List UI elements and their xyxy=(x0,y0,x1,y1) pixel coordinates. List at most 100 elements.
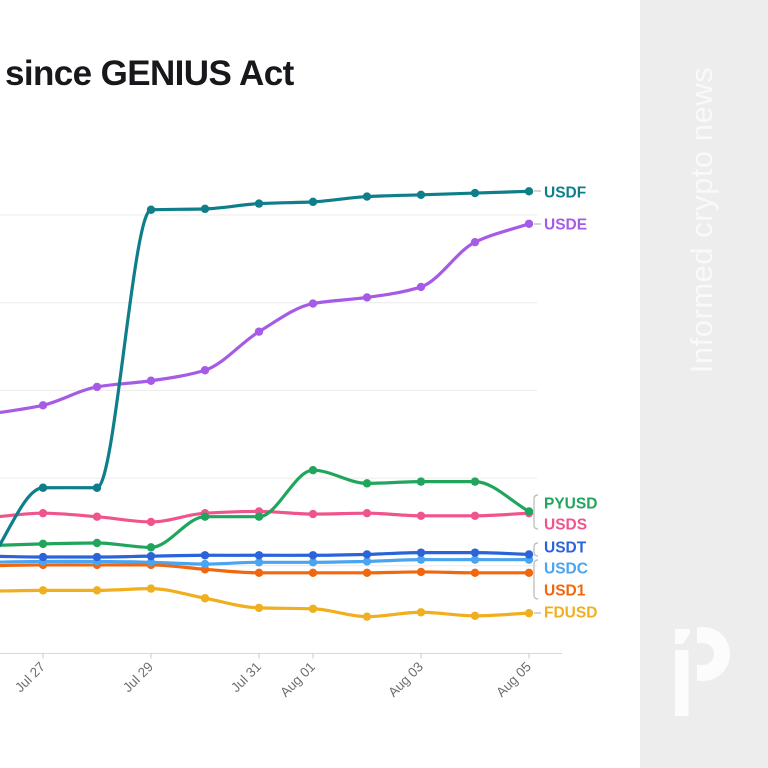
series-point-usde xyxy=(416,282,426,292)
series-line-pyusd xyxy=(0,468,531,549)
series-point-usde xyxy=(254,327,264,336)
series-point-usdc xyxy=(38,557,48,566)
series-edge-label-usde: USDE xyxy=(544,217,587,234)
series-point-usdc xyxy=(362,557,372,566)
label-bracket xyxy=(533,559,539,600)
label-bracket xyxy=(533,494,539,530)
series-point-usdc xyxy=(308,558,318,567)
series-point-usdc xyxy=(524,555,534,564)
series-edge-label-usdt: USDT xyxy=(544,540,587,557)
series-point-usds xyxy=(416,511,426,521)
x-tick-label: Jul 31 xyxy=(228,659,264,695)
series-point-usds xyxy=(254,507,264,516)
series-point-fdusd xyxy=(146,584,156,593)
page-title: since GENIUS Act xyxy=(5,54,294,93)
series-point-usde xyxy=(200,366,210,375)
series-point-usde xyxy=(38,401,48,410)
series-point-usd1 xyxy=(254,568,264,578)
series-line-usdc xyxy=(0,558,531,566)
series-point-usds xyxy=(38,508,48,518)
series-point-usdc xyxy=(470,555,480,564)
series-edge-label-usds: USDS xyxy=(544,517,587,534)
series-point-fdusd xyxy=(308,604,318,613)
series-point-usds xyxy=(146,517,156,527)
series-point-usdc xyxy=(416,555,426,564)
series-point-fdusd xyxy=(416,608,426,617)
series-point-usd1 xyxy=(524,568,534,578)
series-point-usde xyxy=(362,293,372,302)
series-line-usd1 xyxy=(0,563,531,575)
series-point-usdt xyxy=(38,552,48,562)
series-point-usds xyxy=(470,511,480,521)
series-point-pyusd xyxy=(524,507,534,516)
series-point-fdusd xyxy=(38,586,48,595)
series-point-usdf xyxy=(470,188,480,198)
series-point-pyusd xyxy=(362,479,372,488)
series-line-fdusd xyxy=(0,587,531,619)
series-point-usde xyxy=(470,237,480,247)
series-point-usde xyxy=(92,382,102,392)
series-point-usdf xyxy=(200,204,210,214)
x-tick-label: Jul 29 xyxy=(120,659,156,695)
series-point-usdt xyxy=(254,551,264,560)
series-point-pyusd xyxy=(308,466,318,475)
series-edge-label-usdf: USDF xyxy=(544,185,586,202)
series-line-usde xyxy=(0,222,531,415)
series-point-usdc xyxy=(92,557,102,566)
series-point-usdf xyxy=(308,197,318,207)
series-point-usd1 xyxy=(146,560,156,570)
series-point-usdf xyxy=(362,192,372,201)
series-point-usdt xyxy=(524,550,534,559)
series-point-pyusd xyxy=(92,538,102,548)
series-point-usd1 xyxy=(362,568,372,578)
series-point-usdf xyxy=(524,187,534,196)
series-edge-label-fdusd: FDUSD xyxy=(544,605,597,622)
label-bracket xyxy=(533,542,539,557)
series-point-fdusd xyxy=(362,612,372,621)
series-line-usds xyxy=(0,509,531,524)
series-point-fdusd xyxy=(200,594,210,603)
series-point-usdf xyxy=(92,483,102,492)
x-tick-label: Jul 27 xyxy=(12,659,48,695)
series-point-usdt xyxy=(146,551,156,561)
series-point-pyusd xyxy=(254,512,264,521)
series-point-usdf xyxy=(254,199,264,208)
series-point-usd1 xyxy=(416,567,426,577)
series-point-usdt xyxy=(470,548,480,557)
series-point-fdusd xyxy=(254,603,264,613)
series-point-usds xyxy=(524,508,534,518)
series-point-pyusd xyxy=(38,539,48,549)
series-point-usdc xyxy=(254,558,264,567)
series-point-usdt xyxy=(362,550,372,559)
series-point-usdt xyxy=(308,551,318,560)
series-point-usds xyxy=(92,512,102,521)
series-point-pyusd xyxy=(146,543,156,552)
series-point-pyusd xyxy=(470,477,480,486)
series-point-usdt xyxy=(92,552,102,562)
series-point-usd1 xyxy=(38,560,48,570)
series-point-usds xyxy=(308,509,318,519)
series-point-usde xyxy=(524,219,534,228)
series-line-usdf xyxy=(0,189,531,548)
series-point-pyusd xyxy=(200,512,210,521)
series-point-fdusd xyxy=(92,586,102,595)
series-edge-label-usdc: USDC xyxy=(544,561,588,578)
series-point-usdf xyxy=(146,205,156,214)
series-point-usde xyxy=(146,376,156,385)
series-point-usdf xyxy=(38,483,48,492)
brand-tagline: Informed crypto news xyxy=(684,66,719,374)
series-line-usdt xyxy=(0,551,531,559)
series-point-usdc xyxy=(146,558,156,567)
series-point-usd1 xyxy=(92,560,102,570)
series-point-usdf xyxy=(416,190,426,200)
series-point-usd1 xyxy=(200,565,210,574)
series-point-usd1 xyxy=(470,568,480,578)
series-point-fdusd xyxy=(524,608,534,618)
series-edge-label-pyusd: PYUSD xyxy=(544,496,597,513)
series-edge-label-usd1: USD1 xyxy=(544,583,586,600)
series-point-usd1 xyxy=(308,568,318,578)
series-point-usds xyxy=(200,508,210,518)
branding-sidebar: Informed crypto news xyxy=(640,0,768,768)
series-point-usdt xyxy=(416,548,426,557)
